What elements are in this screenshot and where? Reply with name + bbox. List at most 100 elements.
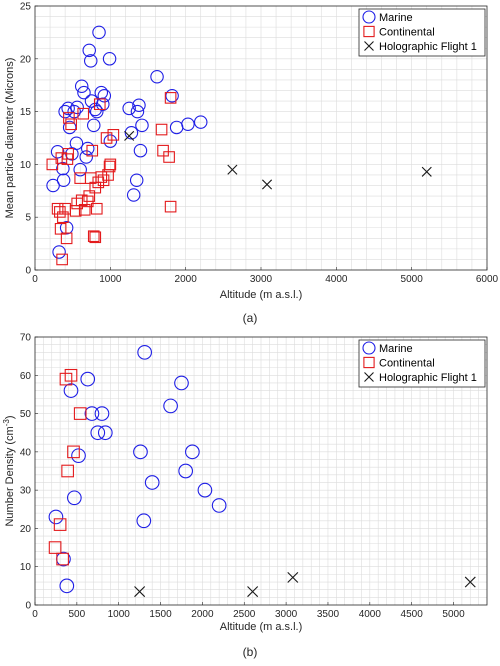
marine-point (62, 120, 77, 135)
x-tick-label: 1000 (108, 609, 131, 620)
y-tick-label: 30 (20, 486, 32, 497)
marine-point (211, 498, 227, 513)
continental-point (48, 541, 62, 554)
y-tick-label: 0 (25, 601, 31, 612)
continental-point (95, 171, 108, 183)
continental-point (157, 144, 169, 157)
marine-point (122, 101, 136, 116)
marine-point (73, 162, 87, 177)
x-tick-label: 0 (32, 609, 38, 620)
legend-a: Marine Continental Holographic Flight 1 (358, 8, 486, 57)
marine-point (135, 118, 149, 133)
holographic-point (421, 166, 432, 177)
grid-a (35, 6, 487, 270)
marine-point (129, 173, 144, 187)
marine-point (63, 383, 79, 398)
marine-point (126, 188, 141, 202)
continental-point (100, 132, 113, 144)
continental-point (54, 222, 67, 235)
holographic-point (227, 164, 238, 175)
axes-b (34, 336, 488, 606)
continental-point (56, 253, 68, 266)
marine-point (77, 85, 91, 100)
y-tick-label: 10 (20, 562, 32, 573)
holographic-point (464, 576, 476, 588)
marine-point (96, 97, 110, 111)
marine-point (103, 134, 118, 148)
continental-point (86, 144, 99, 157)
y-axis-label-b-main: Number Density (cm (4, 426, 16, 526)
marine-point (50, 144, 65, 159)
marine-point (97, 89, 112, 103)
marine-point (84, 406, 100, 421)
continental-point (69, 205, 82, 217)
ticks-a: 0 1000 2000 3000 4000 5000 6000 0 5 10 15 20 25 (20, 2, 499, 286)
continental-point (55, 152, 68, 164)
x-tick-label: 2500 (233, 609, 256, 620)
continental-point (164, 92, 177, 104)
marine-point (197, 482, 213, 498)
continental-point (64, 368, 78, 382)
marine-point (136, 513, 152, 529)
legend-b: Marine Continental Holographic Flight 1 (358, 339, 486, 388)
x-tick-label: 4000 (325, 274, 348, 285)
x-tick-label: 0 (32, 274, 38, 285)
marine-point (83, 54, 98, 68)
caption-b: (b) (243, 645, 258, 659)
legend-marker-circle (362, 10, 376, 24)
continental-point (87, 230, 100, 243)
legend-box (358, 339, 486, 388)
continental-point (67, 445, 80, 459)
marine-point (56, 161, 70, 176)
legend-entry-label: Holographic Flight 1 (379, 41, 477, 53)
continental-point (104, 158, 117, 171)
legend-marker-circle (362, 341, 376, 355)
panel-a: 0 1000 2000 3000 4000 5000 6000 0 5 10 15 20 25 Mari… (4, 2, 499, 326)
marine-point (58, 104, 72, 119)
continental-point (53, 518, 67, 531)
marine-point (178, 463, 194, 479)
marine-point (130, 104, 145, 119)
x-tick-label: 3500 (317, 609, 340, 620)
continental-point (73, 407, 87, 420)
continental-point (93, 98, 106, 111)
continental-point (59, 372, 73, 386)
legend-entry-label: Marine (379, 343, 413, 355)
continental-point (107, 129, 120, 141)
marine-point (185, 444, 200, 460)
x-tick-label: 3000 (250, 274, 273, 285)
y-tick-label: 40 (20, 447, 32, 458)
marine-point (150, 70, 164, 84)
holographic-point (261, 179, 273, 190)
y-axis-label-b-close: ) (4, 415, 16, 419)
legend-marker-x (364, 372, 374, 382)
legend-box (358, 8, 486, 57)
continental-point (89, 231, 102, 244)
x-axis-label-b: Altitude (m a.s.l.) (220, 621, 303, 633)
x-tick-label: 5000 (442, 609, 465, 620)
marine-point (48, 509, 64, 525)
points-b (48, 344, 476, 598)
x-tick-label: 2000 (191, 609, 214, 620)
legend-marker-square (363, 25, 375, 38)
holographic-point (287, 571, 299, 583)
continental-point (57, 211, 69, 224)
continental-point (163, 151, 175, 163)
marine-point (56, 173, 71, 187)
marine-point (165, 89, 179, 103)
legend-entry-label: Continental (379, 27, 435, 39)
continental-point (61, 464, 74, 478)
x-tick-label: 1500 (149, 609, 172, 620)
y-tick-label: 20 (20, 524, 32, 535)
x-tick-label: 5000 (401, 274, 424, 285)
ticks-b: 0 500 1000 1500 2000 2500 3000 3500 4000 4500 5000… (20, 333, 465, 621)
marine-point (144, 475, 160, 490)
legend-entry-label: Holographic Flight 1 (379, 372, 477, 384)
continental-point (46, 158, 59, 171)
legend-entry-label: Marine (379, 12, 413, 24)
continental-point (103, 160, 116, 173)
continental-point (75, 194, 88, 207)
marine-point (69, 136, 84, 151)
y-tick-label: 50 (20, 409, 32, 420)
continental-point (77, 107, 90, 120)
